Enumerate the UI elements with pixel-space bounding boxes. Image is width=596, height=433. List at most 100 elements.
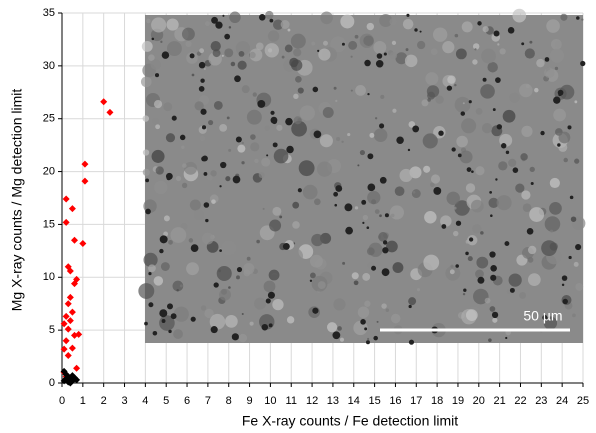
micrograph-texture	[199, 135, 206, 142]
micrograph-texture	[318, 48, 331, 61]
micrograph-texture	[374, 209, 380, 214]
micrograph-texture	[207, 174, 213, 181]
micrograph-texture	[272, 206, 282, 216]
micrograph-texture	[142, 115, 150, 122]
micrograph-pore	[360, 319, 366, 325]
micrograph-texture	[363, 35, 374, 46]
micrograph-texture	[435, 95, 444, 104]
micrograph-pore	[231, 333, 239, 341]
micrograph-texture	[292, 221, 300, 229]
micrograph-texture	[378, 232, 388, 242]
micrograph-texture	[293, 116, 302, 125]
micrograph-texture	[249, 321, 254, 326]
micrograph-pore	[152, 330, 158, 336]
micrograph-texture	[322, 106, 334, 118]
micrograph-pore	[455, 220, 462, 226]
micrograph-texture	[488, 338, 492, 342]
micrograph-texture	[489, 306, 496, 312]
micrograph-texture	[423, 254, 440, 271]
micrograph-pore	[366, 340, 370, 345]
micrograph-pore	[382, 247, 389, 254]
micrograph-texture	[362, 214, 369, 221]
micrograph-pore	[471, 170, 474, 173]
micrograph-texture	[221, 240, 237, 256]
micrograph-texture	[176, 289, 179, 292]
micrograph-texture	[472, 59, 478, 65]
micrograph-texture	[236, 275, 240, 280]
micrograph-texture	[364, 300, 371, 307]
x-tick-label: 18	[431, 395, 443, 407]
micrograph-texture	[261, 157, 271, 167]
micrograph-pore	[396, 136, 404, 145]
micrograph-texture	[272, 298, 284, 311]
micrograph-texture	[191, 73, 195, 77]
micrograph-texture	[522, 203, 532, 212]
micrograph-texture	[381, 303, 387, 309]
micrograph-texture	[392, 262, 404, 274]
micrograph-pore	[261, 323, 269, 331]
micrograph-pore	[271, 119, 278, 125]
micrograph-texture	[354, 206, 359, 210]
micrograph-pore	[364, 327, 368, 331]
micrograph-texture	[320, 11, 333, 25]
micrograph-texture	[520, 153, 528, 161]
micrograph-pore	[530, 182, 534, 186]
micrograph-texture	[373, 128, 388, 142]
micrograph-texture	[394, 186, 405, 197]
micrograph-texture	[392, 108, 397, 113]
micrograph-pore	[201, 125, 207, 130]
y-tick-label: 10	[43, 271, 55, 283]
micrograph-texture	[488, 197, 499, 209]
micrograph-pore	[477, 276, 485, 284]
micrograph-texture	[559, 84, 575, 100]
micrograph-pore	[235, 136, 242, 143]
micrograph-texture	[160, 40, 163, 43]
x-tick-label: 10	[264, 395, 276, 407]
micrograph-texture	[298, 160, 315, 177]
micrograph-texture	[290, 33, 306, 49]
scatter-point	[68, 205, 76, 213]
micrograph-texture	[230, 61, 236, 67]
micrograph-texture	[402, 18, 414, 30]
micrograph-texture	[362, 272, 371, 281]
micrograph-texture	[268, 269, 280, 281]
micrograph-texture	[519, 292, 527, 299]
micrograph-texture	[204, 21, 210, 27]
x-tick-label: 11	[286, 395, 297, 407]
x-tick-label: 22	[514, 395, 526, 407]
scatter-point	[62, 218, 70, 226]
micrograph-pore	[159, 248, 164, 254]
micrograph-texture	[389, 17, 397, 26]
micrograph-pore	[561, 283, 565, 287]
micrograph-texture	[570, 216, 577, 222]
micrograph-pore	[419, 30, 422, 33]
micrograph-texture	[193, 209, 205, 221]
micrograph-texture	[265, 10, 274, 20]
micrograph-texture	[455, 48, 467, 60]
micrograph-texture	[529, 207, 545, 222]
micrograph-pore	[265, 298, 271, 304]
micrograph-texture	[241, 161, 245, 165]
x-tick-label: 2	[101, 395, 107, 407]
micrograph-pore	[282, 242, 290, 250]
micrograph-pore	[361, 199, 367, 205]
micrograph-pore	[507, 27, 515, 34]
micrograph-texture	[347, 132, 351, 137]
micrograph-pore	[376, 53, 383, 59]
micrograph-pore	[526, 227, 534, 235]
micrograph-texture	[255, 42, 264, 51]
micrograph-texture	[379, 13, 393, 27]
micrograph-pore	[505, 336, 508, 340]
micrograph-texture	[354, 34, 359, 39]
micrograph-texture	[264, 125, 270, 131]
micrograph-texture	[454, 33, 459, 38]
micrograph-texture	[442, 41, 455, 54]
micrograph-texture	[138, 283, 155, 300]
micrograph-pore	[463, 288, 467, 292]
micrograph-texture	[163, 102, 173, 112]
scatter-point	[64, 300, 72, 308]
micrograph-texture	[293, 93, 299, 100]
micrograph-pore	[544, 57, 550, 62]
micrograph-pore	[205, 218, 209, 223]
